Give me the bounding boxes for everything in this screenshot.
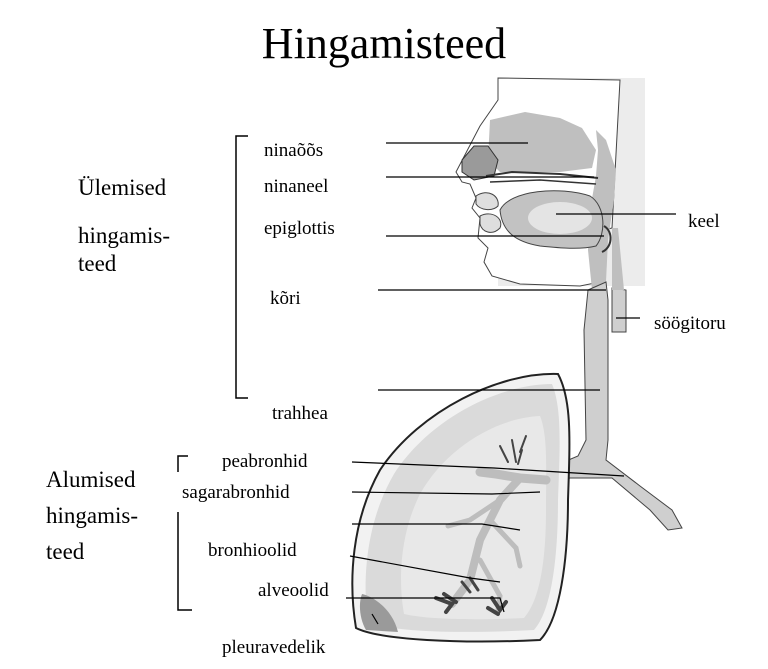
label-trahhea: trahhea	[272, 403, 328, 424]
lower-airways-group: Alumised hingamis- teed	[46, 460, 138, 572]
label-kori: kõri	[270, 288, 301, 309]
upper-group-line-2: hingamis-	[78, 223, 170, 248]
label-soogitoru: söögitoru	[654, 313, 726, 334]
page-title: Hingamisteed	[261, 19, 507, 68]
label-alveoolid: alveoolid	[258, 580, 329, 601]
label-bronhioolid: bronhioolid	[208, 540, 297, 561]
upper-group-line-3: teed	[78, 251, 117, 276]
lower-group-line-2: hingamis-	[46, 503, 138, 528]
esophagus-upper	[612, 228, 624, 290]
upper-bracket	[235, 135, 248, 399]
pleural-fluid	[359, 594, 398, 632]
leader-lines	[346, 142, 676, 625]
label-epiglottis: epiglottis	[264, 218, 335, 239]
epiglottis	[601, 225, 612, 253]
label-keel: keel	[688, 211, 720, 232]
esophagus	[611, 287, 627, 333]
tongue-highlight	[528, 202, 592, 234]
palate-lower	[489, 179, 597, 185]
label-sagarabronhid: sagarabronhid	[182, 482, 290, 503]
lower-bracket	[177, 455, 192, 611]
palate	[485, 170, 599, 179]
nasal-cavity	[488, 112, 596, 172]
pharynx	[588, 130, 616, 290]
label-ninaoos: ninaõõs	[264, 140, 324, 161]
upper-group-line-1: Ülemised	[78, 175, 167, 200]
upper-airways-group: Ülemised hingamis- teed	[78, 168, 170, 284]
lower-group-line-1: Alumised	[46, 467, 136, 492]
nostril	[461, 145, 499, 181]
label-ninaneel: ninaneel	[264, 176, 329, 197]
lower-group-line-3: teed	[46, 539, 85, 564]
trachea	[539, 281, 683, 531]
label-pleuravedelik: pleuravedelik	[222, 637, 326, 658]
label-peabronhid: peabronhid	[222, 451, 308, 472]
lips	[475, 192, 502, 233]
